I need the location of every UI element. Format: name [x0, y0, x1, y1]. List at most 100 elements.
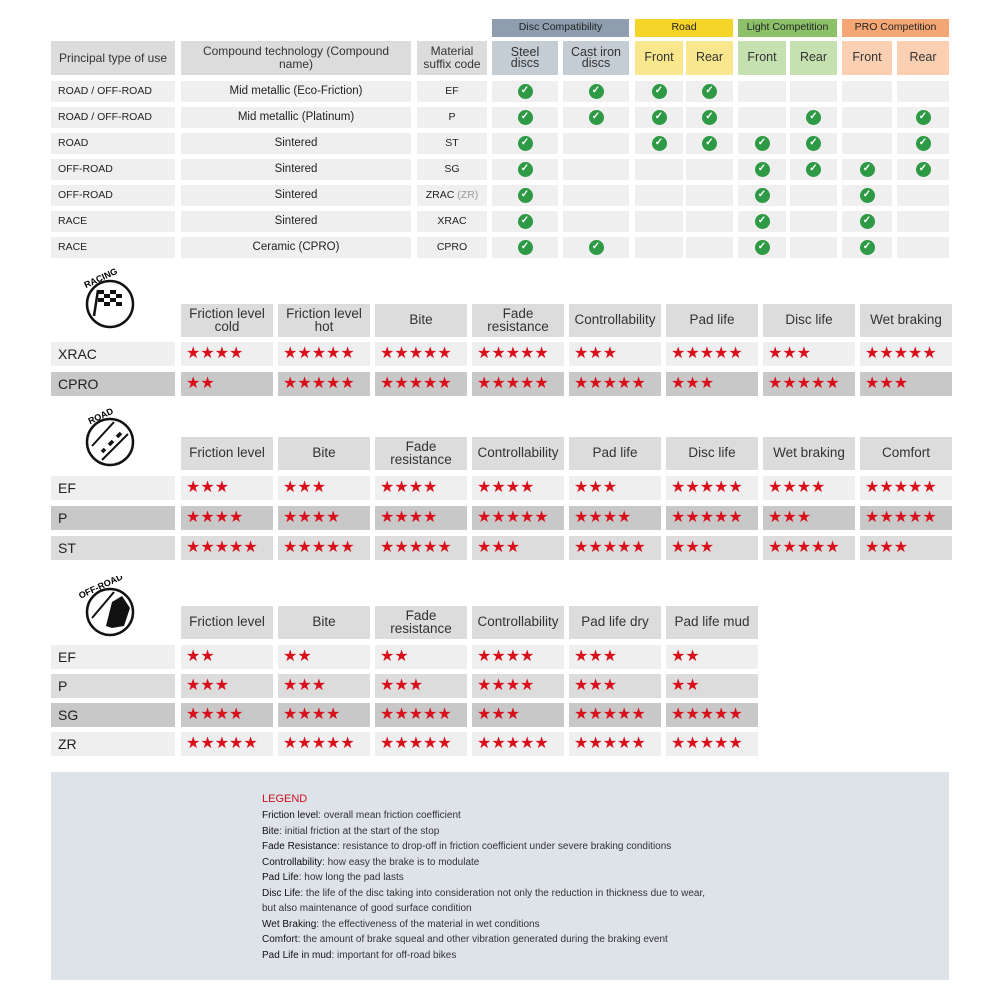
- star-icon: ★: [728, 478, 743, 496]
- compat-cell: ✓: [842, 211, 892, 232]
- star-rating: ★ ★ ★ ★ ★: [278, 372, 370, 396]
- star-icon: ★: [671, 538, 686, 556]
- compat-cell: [897, 211, 949, 232]
- check-icon: ✓: [754, 214, 770, 229]
- star-icon: ★: [671, 478, 686, 496]
- star-icon: ★: [283, 478, 298, 496]
- legend-item: Controllability: how easy the brake is t…: [262, 857, 479, 868]
- star-icon: ★: [602, 344, 618, 362]
- star-icon: ★: [893, 344, 909, 362]
- star-icon: ★: [574, 508, 589, 526]
- compat-cell: ✓: [563, 237, 629, 258]
- star-icon: ★: [922, 344, 937, 362]
- star-icon: ★: [437, 374, 452, 392]
- code-cell: EF: [417, 81, 487, 102]
- star-icon: ★: [394, 647, 409, 665]
- rating-header: Friction level cold: [181, 304, 273, 337]
- compat-cell: ✓: [738, 185, 786, 206]
- star-icon: ★: [922, 478, 937, 496]
- star-rating: ★ ★ ★ ★ ★: [666, 732, 758, 756]
- star-icon: ★: [879, 538, 894, 556]
- legend-term: Pad Life in mud: [262, 949, 332, 961]
- compat-cell: ✓: [790, 133, 837, 154]
- star-icon: ★: [423, 734, 438, 752]
- star-rating: ★ ★: [375, 645, 467, 669]
- star-icon: ★: [477, 508, 492, 526]
- star-icon: ★: [782, 538, 797, 556]
- star-rating: ★ ★ ★ ★: [472, 674, 564, 698]
- star-icon: ★: [602, 705, 618, 723]
- star-rating: ★ ★ ★ ★ ★: [666, 476, 758, 500]
- check-icon: ✓: [588, 110, 604, 125]
- star-icon: ★: [699, 478, 715, 496]
- check-icon: ✓: [806, 110, 821, 125]
- star-icon: ★: [699, 344, 715, 362]
- star-icon: ★: [908, 344, 923, 362]
- group-header-pro-competition: PRO Competition: [842, 19, 949, 37]
- check-icon: ✓: [702, 84, 717, 99]
- star-icon: ★: [893, 478, 909, 496]
- compound-cell: Sintered: [181, 159, 411, 180]
- star-icon: ★: [477, 538, 492, 556]
- section-badge-text: OFF-ROAD: [77, 576, 125, 601]
- star-rating: ★ ★ ★: [472, 703, 564, 727]
- star-icon: ★: [811, 374, 826, 392]
- check-icon: ✓: [859, 214, 875, 229]
- star-icon: ★: [340, 344, 355, 362]
- code-text: CPRO: [436, 240, 468, 253]
- star-icon: ★: [782, 478, 797, 496]
- star-icon: ★: [922, 508, 937, 526]
- star-icon: ★: [602, 374, 618, 392]
- compat-cell: [686, 159, 733, 180]
- star-icon: ★: [297, 374, 312, 392]
- star-icon: ★: [602, 676, 618, 694]
- star-icon: ★: [671, 734, 686, 752]
- star-icon: ★: [574, 676, 589, 694]
- star-icon: ★: [865, 538, 880, 556]
- compat-cell: ✓: [842, 159, 892, 180]
- star-icon: ★: [186, 538, 201, 556]
- star-icon: ★: [311, 508, 327, 526]
- compat-cell: [563, 185, 629, 206]
- star-icon: ★: [588, 676, 603, 694]
- compat-cell: [635, 211, 683, 232]
- star-icon: ★: [408, 538, 424, 556]
- star-icon: ★: [534, 734, 549, 752]
- star-icon: ★: [865, 374, 880, 392]
- star-icon: ★: [200, 705, 215, 723]
- column-header: Principal type of use: [51, 41, 175, 75]
- star-icon: ★: [796, 478, 812, 496]
- star-icon: ★: [534, 344, 549, 362]
- star-icon: ★: [685, 676, 700, 694]
- star-icon: ★: [631, 705, 646, 723]
- star-icon: ★: [380, 344, 395, 362]
- star-rating: ★ ★ ★ ★ ★: [472, 506, 564, 530]
- star-icon: ★: [520, 676, 535, 694]
- legend-term: Controllability: [262, 856, 323, 868]
- check-icon: ✓: [517, 84, 533, 99]
- checkered-flag-icon: RACING: [72, 266, 148, 332]
- section-badge-text: RACING: [83, 268, 119, 290]
- star-icon: ★: [243, 734, 258, 752]
- compat-cell: [686, 211, 733, 232]
- compat-cell: [686, 185, 733, 206]
- star-icon: ★: [520, 344, 535, 362]
- star-icon: ★: [437, 705, 452, 723]
- compat-cell: [686, 237, 733, 258]
- star-rating: ★ ★ ★ ★: [181, 703, 273, 727]
- star-rating: ★ ★ ★ ★ ★: [763, 536, 855, 560]
- star-icon: ★: [617, 734, 632, 752]
- compat-cell: ✓: [790, 159, 837, 180]
- code-text: EF: [445, 84, 459, 97]
- star-icon: ★: [699, 538, 715, 556]
- star-icon: ★: [728, 734, 743, 752]
- star-rating: ★ ★ ★ ★ ★: [375, 703, 467, 727]
- rating-header: Pad life: [666, 304, 758, 337]
- star-icon: ★: [423, 705, 438, 723]
- check-icon: ✓: [754, 136, 770, 151]
- column-header: Compound technology (Compound name): [181, 41, 411, 75]
- star-icon: ★: [491, 508, 506, 526]
- compat-cell: [738, 81, 786, 102]
- group-header-disc-compatibility: Disc Compatibility: [492, 19, 629, 37]
- star-icon: ★: [491, 734, 506, 752]
